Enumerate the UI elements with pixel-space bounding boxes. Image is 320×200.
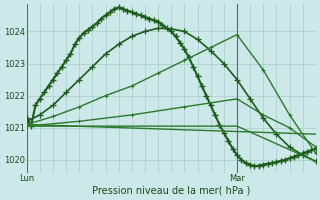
X-axis label: Pression niveau de la mer( hPa ): Pression niveau de la mer( hPa ) [92,186,251,196]
